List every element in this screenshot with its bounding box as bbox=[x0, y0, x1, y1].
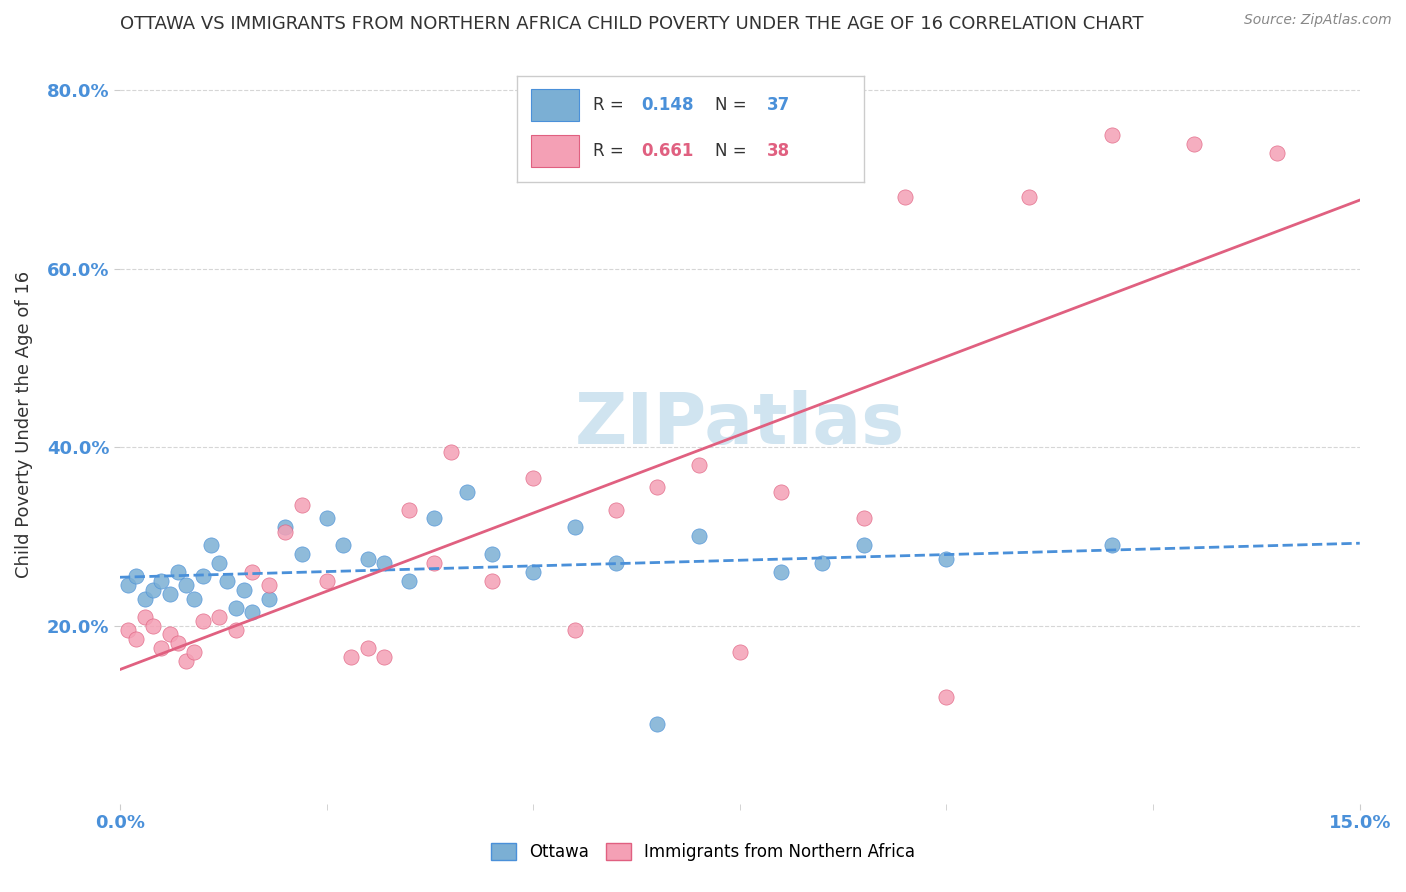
Point bbox=[174, 578, 197, 592]
Text: ZIPatlas: ZIPatlas bbox=[575, 391, 905, 459]
Point bbox=[125, 569, 148, 583]
Point bbox=[935, 690, 957, 704]
Point bbox=[728, 645, 751, 659]
Point bbox=[770, 484, 793, 499]
Point bbox=[811, 556, 834, 570]
Point bbox=[770, 565, 793, 579]
Point bbox=[340, 649, 363, 664]
Point bbox=[315, 511, 337, 525]
Point bbox=[125, 632, 148, 646]
Point bbox=[134, 609, 156, 624]
Point bbox=[1265, 145, 1288, 160]
Point bbox=[688, 529, 710, 543]
Point bbox=[522, 565, 544, 579]
Point bbox=[142, 618, 165, 632]
Point bbox=[191, 614, 214, 628]
Point bbox=[605, 502, 627, 516]
Point bbox=[291, 547, 314, 561]
Point bbox=[373, 556, 395, 570]
Point bbox=[274, 524, 297, 539]
Point bbox=[481, 574, 503, 588]
Point bbox=[240, 565, 263, 579]
Text: OTTAWA VS IMMIGRANTS FROM NORTHERN AFRICA CHILD POVERTY UNDER THE AGE OF 16 CORR: OTTAWA VS IMMIGRANTS FROM NORTHERN AFRIC… bbox=[120, 15, 1143, 33]
Y-axis label: Child Poverty Under the Age of 16: Child Poverty Under the Age of 16 bbox=[15, 271, 32, 578]
Point bbox=[357, 551, 380, 566]
Point bbox=[481, 547, 503, 561]
Point bbox=[200, 538, 222, 552]
Point bbox=[166, 565, 188, 579]
Point bbox=[1018, 190, 1040, 204]
Point bbox=[208, 556, 231, 570]
Point bbox=[645, 480, 668, 494]
Point bbox=[935, 551, 957, 566]
Point bbox=[134, 591, 156, 606]
Point bbox=[894, 190, 917, 204]
Point bbox=[1101, 128, 1123, 142]
Point bbox=[142, 582, 165, 597]
Point bbox=[645, 716, 668, 731]
Point bbox=[183, 645, 205, 659]
Point bbox=[423, 511, 446, 525]
Point bbox=[174, 654, 197, 668]
Point bbox=[274, 520, 297, 534]
Legend: Ottawa, Immigrants from Northern Africa: Ottawa, Immigrants from Northern Africa bbox=[484, 836, 922, 868]
Point bbox=[150, 640, 173, 655]
Point bbox=[257, 591, 280, 606]
Point bbox=[225, 600, 247, 615]
Point bbox=[398, 502, 420, 516]
Point bbox=[605, 556, 627, 570]
Point bbox=[373, 649, 395, 664]
Point bbox=[257, 578, 280, 592]
Point bbox=[852, 511, 875, 525]
Point bbox=[852, 538, 875, 552]
Point bbox=[208, 609, 231, 624]
Point bbox=[217, 574, 239, 588]
Point bbox=[423, 556, 446, 570]
Point bbox=[232, 582, 254, 597]
Point bbox=[166, 636, 188, 650]
Point bbox=[183, 591, 205, 606]
Text: Source: ZipAtlas.com: Source: ZipAtlas.com bbox=[1244, 13, 1392, 28]
Point bbox=[332, 538, 354, 552]
Point bbox=[159, 627, 181, 641]
Point bbox=[117, 578, 139, 592]
Point bbox=[456, 484, 478, 499]
Point bbox=[291, 498, 314, 512]
Point bbox=[439, 444, 461, 458]
Point bbox=[315, 574, 337, 588]
Point bbox=[564, 623, 586, 637]
Point bbox=[225, 623, 247, 637]
Point bbox=[564, 520, 586, 534]
Point bbox=[522, 471, 544, 485]
Point bbox=[357, 640, 380, 655]
Point bbox=[240, 605, 263, 619]
Point bbox=[688, 458, 710, 472]
Point bbox=[1184, 136, 1206, 151]
Point bbox=[117, 623, 139, 637]
Point bbox=[150, 574, 173, 588]
Point bbox=[191, 569, 214, 583]
Point bbox=[1101, 538, 1123, 552]
Point bbox=[159, 587, 181, 601]
Point bbox=[398, 574, 420, 588]
